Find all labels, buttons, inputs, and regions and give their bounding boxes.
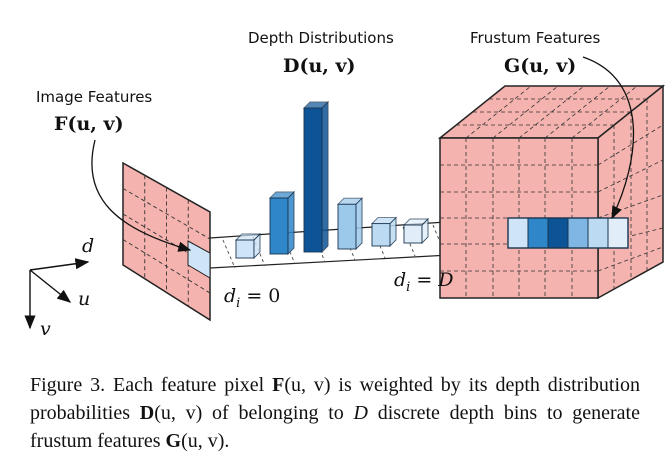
frustum-volume xyxy=(437,84,666,300)
figure-caption: Figure 3. Each feature pixel F(u, v) is … xyxy=(30,374,640,452)
axis-d-label: d xyxy=(82,235,94,257)
leader-lines xyxy=(91,56,635,252)
feature-pixel xyxy=(187,240,211,279)
frustum-cell xyxy=(527,217,549,249)
frustum-features-label: Frustum Features xyxy=(470,29,600,47)
image-features-label: Image Features xyxy=(36,88,152,106)
figure-diagram: Image Features F(u, v) Depth Distributio… xyxy=(24,29,666,340)
frustum-feature-row xyxy=(507,217,629,249)
di-zero-label: di = 0 xyxy=(224,285,280,311)
frustum-cell xyxy=(507,217,529,249)
frustum-cell xyxy=(607,217,629,249)
axis-v-label: v xyxy=(40,318,51,340)
di-D-label: di = D xyxy=(394,269,454,295)
depth-bar xyxy=(268,190,296,256)
depth-distributions-math: D(u, v) xyxy=(283,55,356,77)
frustum-row-front xyxy=(507,217,629,249)
depth-bar xyxy=(234,232,262,260)
depth-distributions-label: Depth Distributions xyxy=(248,29,394,47)
depth-bar xyxy=(336,197,364,251)
depth-bar xyxy=(370,216,398,248)
frustum-features-math: G(u, v) xyxy=(504,55,576,77)
depth-bar xyxy=(402,217,430,245)
depth-distribution-bars xyxy=(234,100,430,260)
image-features-math: F(u, v) xyxy=(54,113,124,135)
depth-bar xyxy=(302,100,330,254)
image-feature-plane xyxy=(122,161,211,322)
frustum-cell xyxy=(547,217,569,249)
axis-u-label: u xyxy=(78,288,90,310)
axes xyxy=(24,258,90,330)
frustum-cell xyxy=(587,217,609,249)
frustum-cell xyxy=(567,217,589,249)
